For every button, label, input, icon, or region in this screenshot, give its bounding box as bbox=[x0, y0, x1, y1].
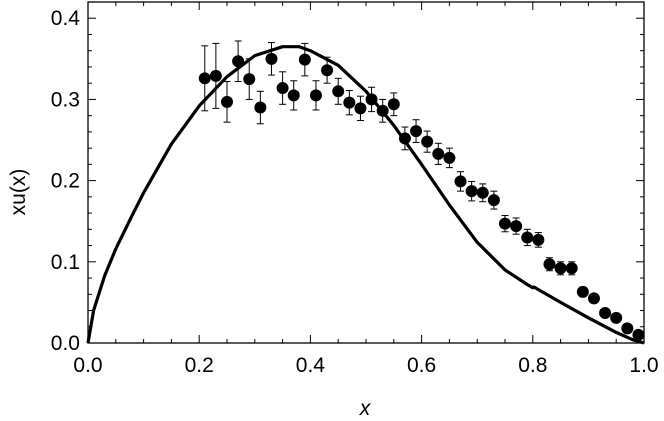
model-curve bbox=[86, 45, 645, 345]
data-point-29 bbox=[510, 217, 523, 235]
data-point-34 bbox=[565, 261, 578, 276]
y-axis-title: xu(x) bbox=[7, 169, 30, 216]
x-tick-label: 0.8 bbox=[518, 354, 547, 377]
data-point-38 bbox=[610, 311, 623, 324]
data-point-18 bbox=[387, 92, 400, 117]
data-marker bbox=[387, 98, 400, 111]
data-point-28 bbox=[499, 215, 511, 233]
data-marker bbox=[365, 93, 378, 106]
data-point-7 bbox=[265, 42, 278, 76]
data-point-12 bbox=[321, 56, 334, 84]
plot-frame bbox=[87, 1, 645, 344]
data-marker bbox=[465, 185, 478, 198]
data-marker bbox=[243, 73, 256, 86]
data-point-16 bbox=[365, 86, 378, 113]
data-marker bbox=[432, 147, 445, 160]
data-point-35 bbox=[576, 285, 589, 298]
data-marker bbox=[343, 96, 356, 109]
data-point-5 bbox=[243, 58, 256, 100]
data-marker bbox=[209, 69, 222, 82]
data-marker bbox=[410, 125, 423, 138]
data-point-25 bbox=[465, 180, 478, 202]
data-point-39 bbox=[621, 322, 634, 335]
y-tick-label: 0.2 bbox=[51, 170, 80, 193]
data-marker bbox=[532, 233, 545, 246]
x-axis-title: x bbox=[359, 397, 372, 420]
x-tick-label: 0.4 bbox=[296, 354, 326, 377]
data-marker bbox=[221, 95, 233, 108]
x-tick-label: 1.0 bbox=[629, 354, 658, 377]
data-point-20 bbox=[410, 119, 423, 143]
data-point-37 bbox=[599, 306, 612, 319]
axes-frame bbox=[87, 1, 645, 344]
data-marker bbox=[554, 262, 567, 275]
data-marker bbox=[454, 175, 467, 188]
data-point-36 bbox=[587, 292, 600, 305]
data-marker bbox=[587, 292, 600, 305]
data-marker bbox=[321, 64, 334, 77]
data-marker bbox=[276, 82, 289, 95]
data-point-1 bbox=[198, 45, 211, 112]
data-point-13 bbox=[332, 77, 345, 105]
data-marker bbox=[543, 258, 556, 271]
data-marker bbox=[198, 72, 211, 85]
data-point-15 bbox=[354, 95, 367, 122]
data-marker bbox=[332, 85, 345, 98]
data-point-31 bbox=[532, 232, 545, 248]
y-tick-label: 0.1 bbox=[51, 251, 80, 274]
data-point-10 bbox=[298, 42, 311, 77]
data-point-19 bbox=[398, 126, 411, 151]
x-tick-label: 0.2 bbox=[185, 354, 214, 377]
plot-area bbox=[86, 40, 645, 345]
data-point-6 bbox=[254, 90, 267, 125]
data-point-24 bbox=[454, 171, 467, 192]
data-marker bbox=[610, 311, 623, 324]
data-point-32 bbox=[543, 257, 556, 272]
data-marker bbox=[565, 262, 578, 275]
y-tick-label: 0.0 bbox=[51, 332, 80, 355]
data-point-30 bbox=[521, 228, 534, 247]
data-marker bbox=[621, 322, 634, 335]
data-marker bbox=[232, 55, 245, 68]
data-point-2 bbox=[209, 42, 222, 109]
data-point-14 bbox=[343, 89, 356, 116]
axis-ticks: 0.0 0.2 0.4 0.6 0.8 1.0 0.0 0.1 0.2 0.3 0.4 bbox=[51, 1, 659, 377]
y-tick-label: 0.3 bbox=[51, 88, 80, 111]
data-marker bbox=[287, 89, 300, 102]
data-marker bbox=[521, 231, 534, 244]
data-point-9 bbox=[287, 80, 300, 111]
x-tick-label: 0.6 bbox=[407, 354, 436, 377]
data-marker bbox=[265, 52, 278, 65]
data-marker bbox=[254, 101, 267, 114]
y-tick-label: 0.4 bbox=[51, 7, 81, 30]
data-marker bbox=[421, 135, 434, 148]
data-point-26 bbox=[476, 183, 489, 203]
data-point-11 bbox=[309, 80, 322, 111]
data-point-4 bbox=[232, 40, 245, 83]
data-marker bbox=[487, 194, 500, 207]
data-point-22 bbox=[432, 142, 445, 165]
data-marker bbox=[298, 53, 311, 66]
data-point-40 bbox=[632, 328, 645, 341]
data-marker bbox=[576, 285, 589, 298]
data-marker bbox=[376, 104, 389, 117]
data-marker bbox=[510, 220, 523, 233]
data-marker bbox=[354, 102, 367, 115]
data-point-33 bbox=[554, 261, 567, 276]
data-marker bbox=[476, 186, 489, 199]
data-point-27 bbox=[487, 190, 500, 210]
data-marker bbox=[309, 89, 322, 102]
data-marker bbox=[398, 132, 411, 145]
data-marker bbox=[632, 328, 645, 341]
data-point-3 bbox=[221, 81, 233, 123]
x-tick-label: 0.0 bbox=[73, 354, 102, 377]
data-marker bbox=[499, 217, 511, 230]
data-point-17 bbox=[376, 98, 389, 123]
data-marker bbox=[443, 151, 456, 164]
data-point-8 bbox=[276, 71, 289, 105]
data-point-23 bbox=[443, 147, 456, 169]
data-marker bbox=[599, 306, 612, 319]
data-point-21 bbox=[421, 130, 434, 153]
